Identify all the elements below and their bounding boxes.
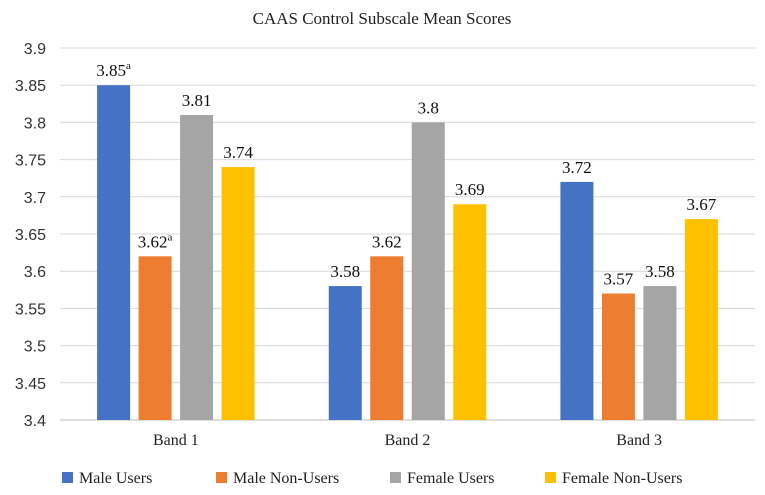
bars bbox=[97, 85, 718, 421]
data-label: 3.62a bbox=[138, 231, 173, 251]
legend-swatch bbox=[62, 472, 73, 483]
y-tick-label: 3.6 bbox=[24, 264, 46, 281]
bar bbox=[221, 167, 255, 420]
legend-item: Male Non-Users bbox=[216, 470, 339, 487]
data-label: 3.8 bbox=[418, 98, 439, 117]
x-category-label: Band 2 bbox=[385, 432, 431, 449]
legend-item: Female Non-Users bbox=[545, 470, 682, 487]
legend-label: Female Users bbox=[407, 470, 495, 487]
x-category-label: Band 3 bbox=[616, 432, 662, 449]
data-label: 3.74 bbox=[223, 143, 253, 162]
y-tick-label: 3.75 bbox=[15, 153, 46, 170]
bar bbox=[411, 122, 445, 421]
data-label: 3.72 bbox=[562, 158, 592, 177]
bar bbox=[180, 114, 214, 421]
bar bbox=[453, 204, 487, 420]
y-tick-label: 3.45 bbox=[15, 376, 46, 393]
data-label: 3.69 bbox=[455, 180, 485, 199]
legend-label: Male Users bbox=[79, 470, 152, 487]
y-tick-label: 3.4 bbox=[24, 413, 46, 430]
data-label: 3.58 bbox=[330, 262, 360, 281]
y-tick-label: 3.7 bbox=[24, 190, 46, 207]
legend-item: Female Users bbox=[390, 470, 495, 487]
bar bbox=[97, 85, 131, 420]
bar bbox=[328, 286, 362, 420]
y-tick-label: 3.8 bbox=[24, 115, 46, 132]
y-tick-label: 3.55 bbox=[15, 301, 46, 318]
bar bbox=[643, 286, 677, 420]
bar bbox=[601, 293, 635, 420]
data-label: 3.85a bbox=[96, 60, 131, 80]
bar bbox=[138, 256, 172, 420]
y-tick-label: 3.5 bbox=[24, 339, 46, 356]
data-label: 3.81 bbox=[182, 91, 212, 110]
y-axis-ticks: 3.4 3.45 3.5 3.55 3.6 3.65 3.7 3.75 3.8 3.85 3.9 bbox=[15, 41, 46, 430]
data-label: 3.57 bbox=[604, 270, 634, 289]
legend-item: Male Users bbox=[62, 470, 152, 487]
legend-swatch bbox=[545, 472, 556, 483]
bar bbox=[684, 219, 718, 420]
chart-title: CAAS Control Subscale Mean Scores bbox=[253, 9, 512, 28]
legend-swatch bbox=[390, 472, 401, 483]
bar bbox=[560, 181, 594, 420]
x-axis-categories: Band 1 Band 2 Band 3 bbox=[153, 432, 662, 449]
legend: Male Users Male Non-Users Female Users Fema… bbox=[62, 470, 682, 487]
bar bbox=[370, 256, 404, 420]
gridlines bbox=[60, 47, 755, 421]
y-tick-label: 3.85 bbox=[15, 78, 46, 95]
y-tick-label: 3.65 bbox=[15, 227, 46, 244]
x-category-label: Band 1 bbox=[153, 432, 199, 449]
data-labels: 3.85a 3.62a 3.81 3.74 3.58 3.62 3.8 3.69 3.72 3.5… bbox=[96, 60, 717, 288]
data-label: 3.62 bbox=[372, 232, 402, 251]
legend-label: Male Non-Users bbox=[233, 470, 339, 487]
data-label: 3.67 bbox=[687, 195, 717, 214]
legend-swatch bbox=[216, 472, 227, 483]
legend-label: Female Non-Users bbox=[562, 470, 682, 487]
data-label: 3.58 bbox=[645, 262, 675, 281]
y-tick-label: 3.9 bbox=[24, 41, 46, 58]
